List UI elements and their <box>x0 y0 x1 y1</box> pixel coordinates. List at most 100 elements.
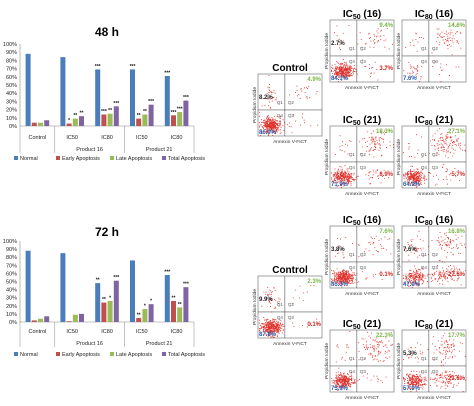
event-dot <box>415 180 417 182</box>
event-dot <box>420 78 422 80</box>
event-dot <box>263 326 265 328</box>
event-dot <box>317 124 319 126</box>
event-dot <box>410 379 412 381</box>
event-dot <box>410 172 412 174</box>
event-dot <box>343 373 344 375</box>
event-dot <box>425 384 427 386</box>
event-dot <box>421 381 422 383</box>
event-dot <box>276 320 278 322</box>
event-dot <box>261 327 262 329</box>
event-dot <box>389 238 391 240</box>
event-dot <box>420 384 422 386</box>
event-dot <box>465 150 466 152</box>
event-dot <box>419 171 421 173</box>
event-dot <box>332 379 334 381</box>
event-dot <box>267 127 269 129</box>
event-dot <box>418 81 420 82</box>
event-dot <box>419 353 421 355</box>
event-dot <box>421 383 423 385</box>
event-dot <box>301 90 303 92</box>
event-dot <box>343 76 345 78</box>
event-dot <box>453 339 455 341</box>
event-dot <box>407 377 409 379</box>
event-dot <box>422 351 424 353</box>
quadrant-name: Q1 <box>421 356 428 361</box>
event-dot <box>446 375 448 376</box>
event-dot <box>286 124 288 126</box>
event-dot <box>405 173 407 175</box>
event-dot <box>341 150 343 151</box>
event-dot <box>337 72 339 74</box>
event-dot <box>412 281 414 283</box>
event-dot <box>279 327 281 329</box>
event-dot <box>343 72 345 74</box>
event-dot <box>338 168 339 170</box>
bar <box>130 260 135 322</box>
event-dot <box>379 140 381 142</box>
event-dot <box>343 377 345 379</box>
scatter-points <box>403 23 462 82</box>
event-dot <box>264 325 266 327</box>
bar <box>107 113 113 126</box>
event-dot <box>346 380 348 382</box>
event-dot <box>408 382 410 383</box>
event-dot <box>410 239 412 241</box>
event-dot <box>375 348 377 350</box>
event-dot <box>273 124 275 126</box>
event-dot <box>420 174 422 176</box>
event-dot <box>279 118 281 119</box>
event-dot <box>413 381 415 383</box>
event-dot <box>341 383 343 385</box>
event-dot <box>445 135 447 137</box>
event-dot <box>409 169 411 171</box>
x-axis-label: Annexin V-FICT <box>345 85 379 91</box>
event-dot <box>434 148 436 150</box>
significance-label: ** <box>73 113 77 119</box>
event-dot <box>453 271 455 273</box>
event-dot <box>343 384 345 386</box>
event-dot <box>411 155 412 157</box>
event-dot <box>408 254 410 256</box>
event-dot <box>341 358 343 360</box>
event-dot <box>265 126 267 128</box>
event-dot <box>446 133 448 135</box>
event-dot <box>450 265 452 267</box>
event-dot <box>341 172 343 174</box>
event-dot <box>413 179 415 181</box>
event-dot <box>463 377 465 379</box>
event-dot <box>346 344 348 346</box>
event-dot <box>410 278 412 280</box>
event-dot <box>420 182 422 184</box>
event-dot <box>267 122 269 124</box>
event-dot <box>260 325 262 327</box>
event-dot <box>346 75 348 77</box>
event-dot <box>271 126 273 128</box>
event-dot <box>341 379 343 381</box>
event-dot <box>418 281 420 283</box>
event-dot <box>412 381 414 383</box>
event-dot <box>423 376 425 378</box>
event-dot <box>450 373 452 375</box>
event-dot <box>331 66 332 68</box>
significance-label: ** <box>102 297 106 303</box>
event-dot <box>339 374 341 376</box>
event-dot <box>403 178 405 180</box>
event-dot <box>348 275 350 277</box>
event-dot <box>345 182 346 184</box>
event-dot <box>278 328 279 330</box>
event-dot <box>417 270 419 272</box>
event-dot <box>416 380 418 382</box>
event-dot <box>410 173 412 175</box>
event-dot <box>349 174 350 176</box>
event-dot <box>344 176 346 178</box>
event-dot <box>445 138 446 140</box>
legend-swatch <box>56 352 60 356</box>
event-dot <box>451 267 453 269</box>
event-dot <box>339 73 341 75</box>
event-dot <box>267 119 269 121</box>
event-dot <box>437 340 439 342</box>
event-dot <box>273 324 275 326</box>
event-dot <box>262 128 264 130</box>
event-dot <box>266 120 268 122</box>
